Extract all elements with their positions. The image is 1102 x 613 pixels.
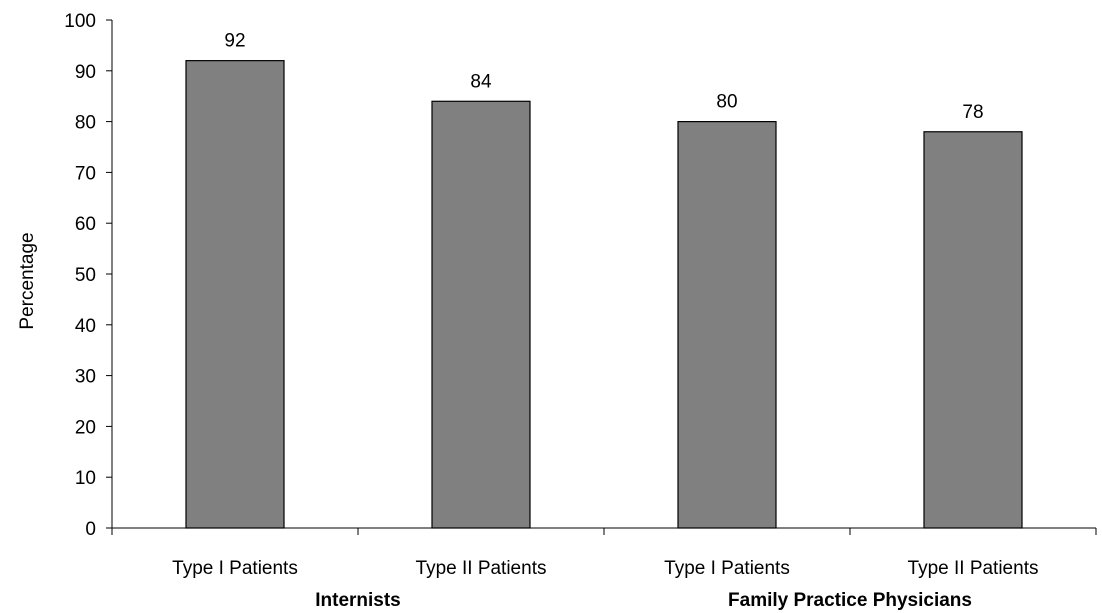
- y-axis-title: Percentage: [17, 232, 38, 329]
- y-tick-label: 70: [75, 163, 96, 184]
- y-tick-label: 40: [75, 316, 96, 337]
- bar-value-label: 92: [224, 31, 245, 52]
- group-label: Family Practice Physicians: [728, 590, 972, 611]
- bars: [185, 60, 1023, 529]
- bar: [431, 100, 531, 529]
- y-tick-label: 90: [75, 62, 96, 83]
- y-tick-label: 30: [75, 367, 96, 388]
- y-tick-label: 50: [75, 265, 96, 286]
- bar-value-label: 84: [470, 71, 492, 92]
- category-label: Type II Patients: [908, 558, 1039, 579]
- bar: [677, 120, 777, 529]
- x-axis: Type I Patients Type II Patients Type I Pa…: [111, 527, 1097, 611]
- category-label: Type II Patients: [416, 558, 547, 579]
- y-tick-label: 0: [85, 519, 96, 540]
- bar: [923, 131, 1023, 529]
- bar-value-label: 78: [962, 102, 983, 123]
- data-labels: 92 84 80 78: [224, 31, 983, 123]
- y-axis: 0 10 20 30 40 50 60 70 80 90 100: [64, 11, 113, 540]
- bar-value-label: 80: [716, 92, 737, 113]
- y-tick-label: 100: [64, 11, 96, 32]
- category-label: Type I Patients: [172, 558, 298, 579]
- y-tick-label: 60: [75, 214, 96, 235]
- group-label: Internists: [315, 590, 401, 611]
- category-label: Type I Patients: [664, 558, 790, 579]
- y-tick-label: 10: [75, 468, 96, 489]
- bar: [185, 60, 285, 529]
- y-tick-label: 20: [75, 417, 96, 438]
- y-tick-label: 80: [75, 113, 96, 134]
